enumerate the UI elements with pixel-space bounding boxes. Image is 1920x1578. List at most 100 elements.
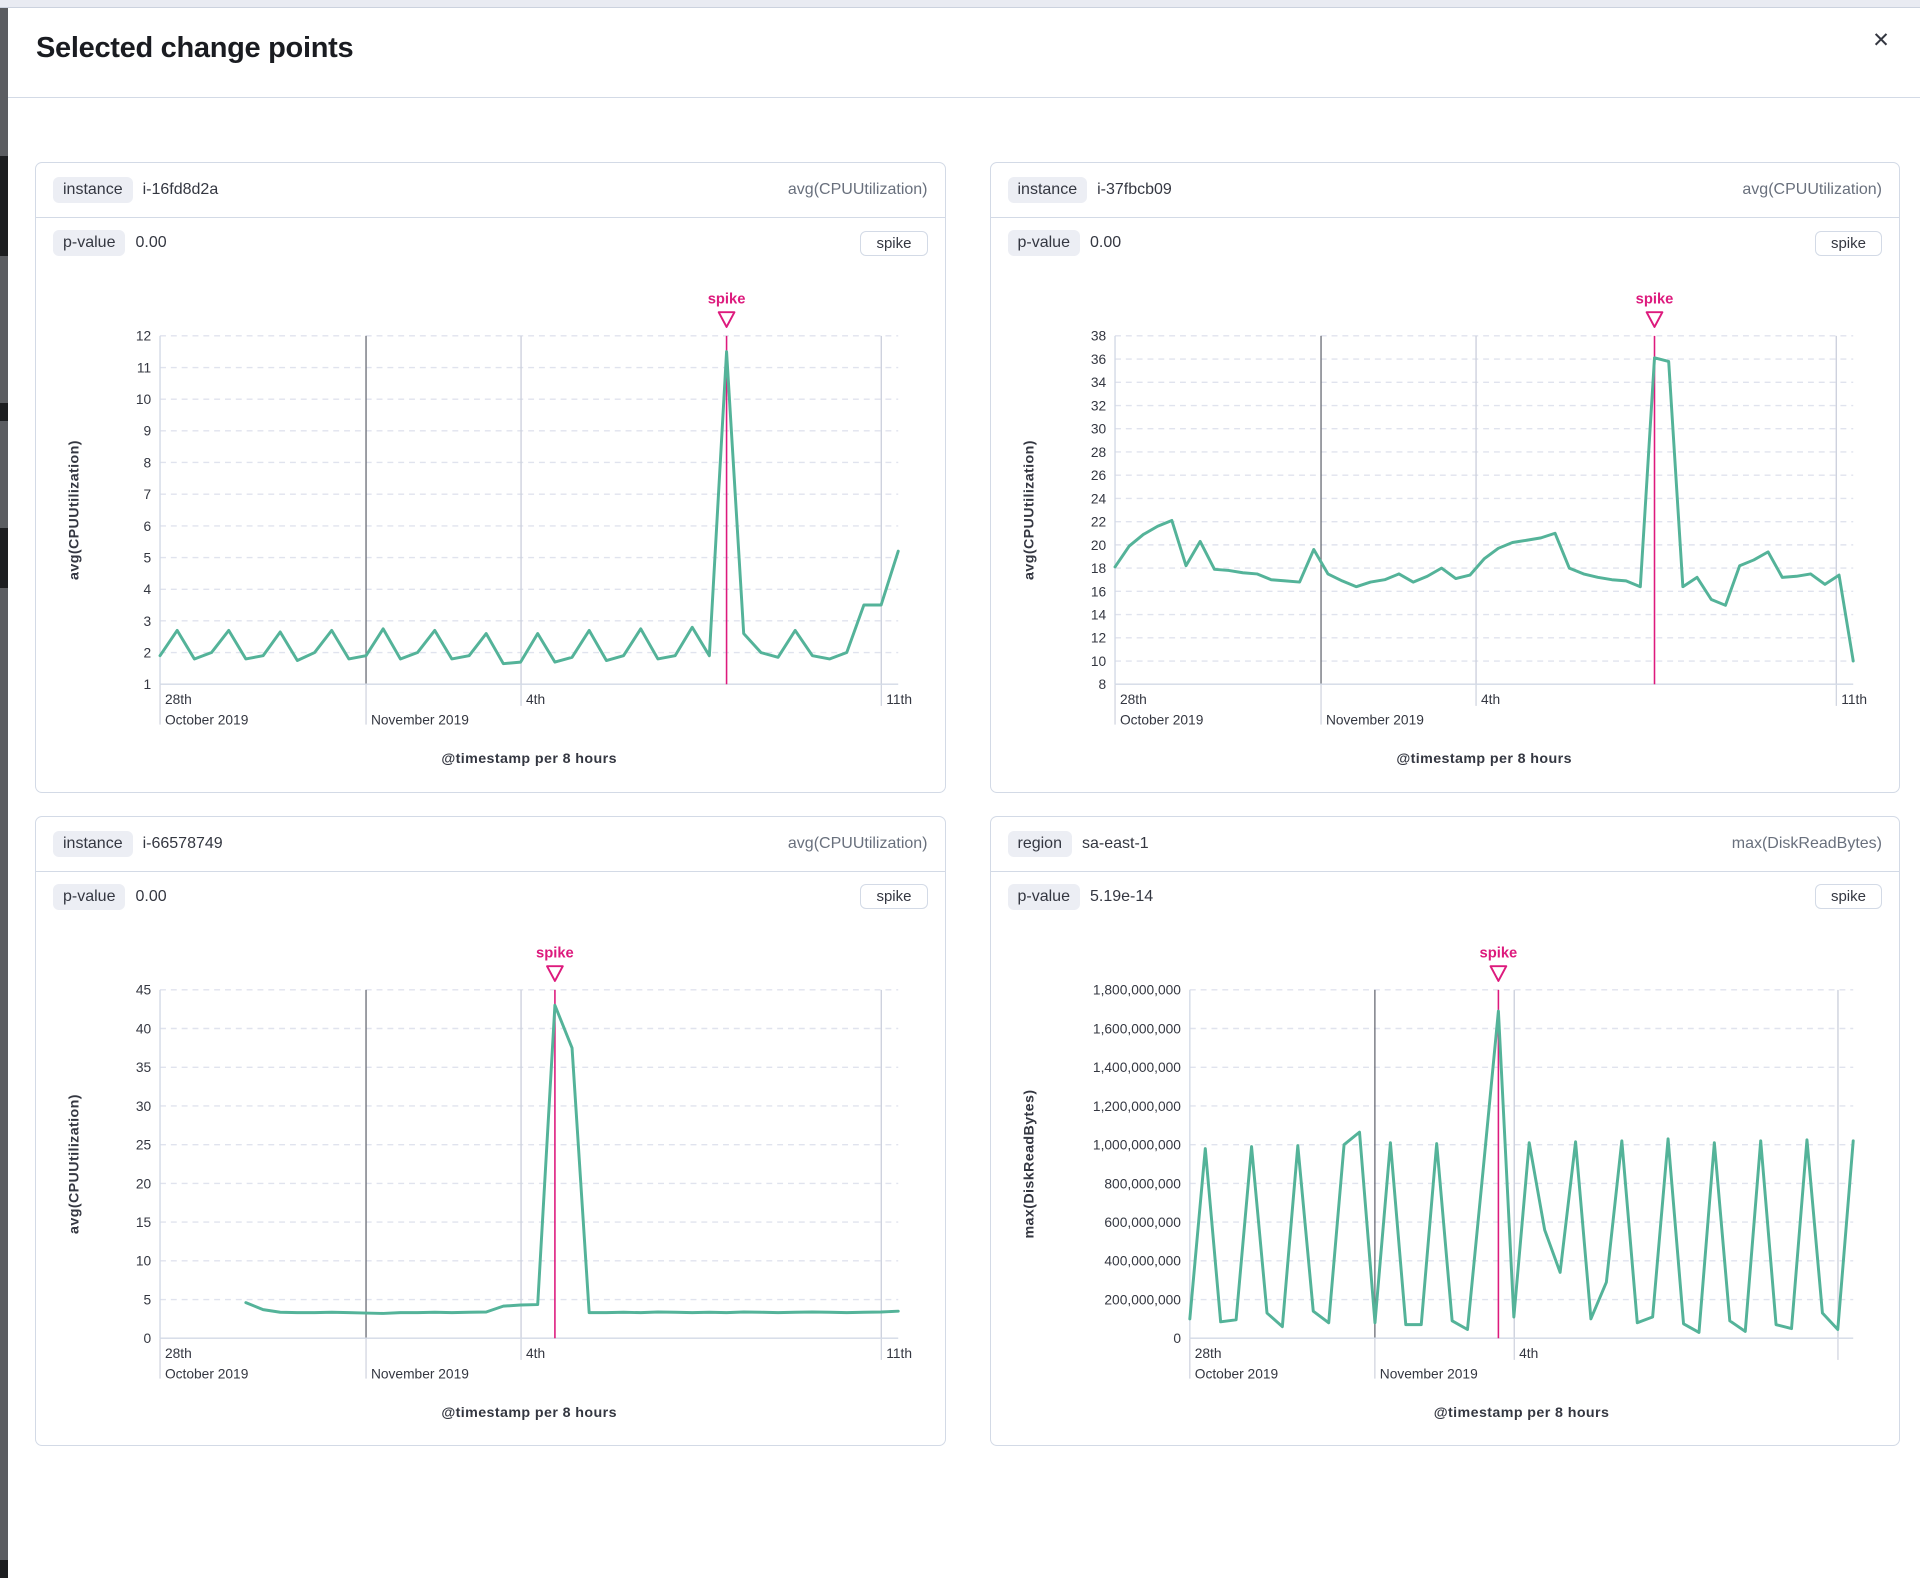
p-value-badge: p-value [53, 883, 126, 910]
svg-text:38: 38 [1090, 329, 1106, 344]
metric-label: avg(CPUUtilization) [787, 181, 928, 198]
svg-text:avg(CPUUtilization): avg(CPUUtilization) [66, 440, 82, 580]
svg-text:November 2019: November 2019 [371, 713, 469, 728]
change-point-card: instance i-37fbcb09 avg(CPUUtilization) … [989, 162, 1900, 793]
svg-text:9: 9 [144, 424, 152, 439]
close-icon[interactable]: ✕ [1864, 24, 1898, 58]
svg-text:30: 30 [136, 1099, 152, 1114]
card-header: instance i-37fbcb09 avg(CPUUtilization) [991, 163, 1900, 217]
change-point-grid: instance i-16fd8d2a avg(CPUUtilization) … [8, 98, 1920, 1447]
svg-text:34: 34 [1090, 375, 1106, 390]
svg-text:spike: spike [1635, 291, 1673, 307]
p-value-number: 5.19e-14 [1089, 887, 1154, 905]
svg-text:45: 45 [136, 982, 152, 997]
svg-text:max(DiskReadBytes): max(DiskReadBytes) [1021, 1089, 1037, 1238]
svg-text:30: 30 [1090, 422, 1106, 437]
svg-text:7: 7 [144, 487, 152, 502]
svg-text:12: 12 [136, 329, 151, 344]
svg-text:600,000,000: 600,000,000 [1104, 1215, 1181, 1230]
svg-text:10: 10 [136, 392, 152, 407]
card-header: region sa-east-1 max(DiskReadBytes) [991, 817, 1900, 871]
background-sidebar-block [0, 528, 8, 588]
svg-text:5: 5 [144, 550, 152, 565]
card-header: instance i-66578749 avg(CPUUtilization) [36, 817, 945, 871]
modal-header: Selected change points ✕ [8, 8, 1920, 98]
svg-text:@timestamp per 8 hours: @timestamp per 8 hours [1396, 751, 1572, 767]
svg-text:spike: spike [536, 945, 574, 961]
p-value-row: p-value 5.19e-14 spike [991, 872, 1900, 916]
line-chart: 1,800,000,000 1,600,000,000 1,400,000,000 1… [1021, 945, 1855, 1421]
svg-text:20: 20 [136, 1176, 152, 1191]
svg-text:12: 12 [1090, 631, 1105, 646]
svg-text:40: 40 [136, 1021, 152, 1036]
change-type-badge: spike [1814, 230, 1882, 256]
p-value-badge: p-value [53, 230, 126, 256]
split-field-value: i-66578749 [142, 834, 223, 852]
metric-label: avg(CPUUtilization) [1742, 181, 1882, 198]
divider [36, 870, 945, 872]
svg-text:6: 6 [144, 519, 152, 534]
svg-text:35: 35 [136, 1060, 152, 1075]
svg-text:2: 2 [144, 645, 152, 660]
chart-area: 12 11 10 9 8 7 6 5 4 3 2 1 28th October 2019 November … [36, 262, 945, 792]
svg-text:800,000,000: 800,000,000 [1104, 1176, 1181, 1191]
svg-text:1,800,000,000: 1,800,000,000 [1092, 982, 1180, 997]
split-field-value: i-37fbcb09 [1097, 181, 1172, 198]
change-point-card: instance i-16fd8d2a avg(CPUUtilization) … [35, 162, 946, 793]
change-type-badge: spike [860, 884, 928, 910]
line-chart: 45 40 35 30 25 20 15 10 5 0 28th October 2019 Novemb… [66, 945, 912, 1421]
background-sidebar-block [0, 1560, 8, 1578]
svg-text:avg(CPUUtilization): avg(CPUUtilization) [66, 1094, 82, 1234]
svg-text:20: 20 [1090, 538, 1106, 553]
svg-text:4: 4 [144, 582, 152, 597]
change-point-card: region sa-east-1 max(DiskReadBytes) p-va… [989, 815, 1900, 1447]
svg-text:0: 0 [144, 1331, 152, 1346]
svg-text:32: 32 [1090, 398, 1105, 413]
svg-text:11: 11 [137, 360, 151, 375]
p-value-number: 0.00 [1089, 234, 1122, 251]
split-field-badge: region [1007, 830, 1072, 857]
metric-label: max(DiskReadBytes) [1731, 834, 1882, 852]
svg-text:1,600,000,000: 1,600,000,000 [1092, 1021, 1180, 1036]
metric-label: avg(CPUUtilization) [787, 834, 928, 852]
divider [36, 217, 945, 218]
background-page-left-edge [0, 8, 8, 1578]
svg-text:14: 14 [1090, 607, 1106, 622]
svg-text:28th: 28th [165, 692, 192, 707]
change-type-badge: spike [1814, 884, 1882, 910]
svg-text:1,000,000,000: 1,000,000,000 [1092, 1137, 1180, 1152]
svg-text:avg(CPUUtilization): avg(CPUUtilization) [1021, 440, 1037, 580]
p-value-number: 0.00 [135, 234, 167, 251]
svg-text:36: 36 [1090, 352, 1106, 367]
p-value-row: p-value 0.00 spike [36, 218, 945, 262]
split-field-badge: instance [1007, 177, 1088, 203]
svg-text:4th: 4th [526, 1346, 545, 1361]
svg-text:15: 15 [136, 1215, 152, 1230]
split-field-badge: instance [53, 177, 133, 203]
line-chart: 38 36 34 32 30 28 26 24 22 20 18 16 14 12 10 8 28th Octob… [1021, 291, 1867, 767]
svg-text:0: 0 [1173, 1331, 1181, 1346]
svg-text:@timestamp per 8 hours: @timestamp per 8 hours [441, 1405, 617, 1421]
change-points-modal: Selected change points ✕ instance i-16fd… [8, 8, 1920, 1578]
svg-text:4th: 4th [526, 692, 545, 707]
svg-text:4th: 4th [1480, 692, 1499, 707]
svg-text:3: 3 [144, 614, 152, 629]
svg-text:spike: spike [1479, 945, 1517, 961]
svg-text:October 2019: October 2019 [165, 713, 248, 728]
svg-text:28th: 28th [165, 1346, 192, 1361]
split-field-value: i-16fd8d2a [142, 181, 219, 198]
split-field-badge: instance [53, 830, 133, 857]
p-value-row: p-value 0.00 spike [991, 218, 1900, 262]
svg-text:22: 22 [1090, 515, 1105, 530]
svg-text:24: 24 [1090, 491, 1106, 506]
background-sidebar-block [0, 156, 8, 256]
svg-text:16: 16 [1090, 584, 1106, 599]
svg-text:10: 10 [136, 1253, 152, 1268]
svg-text:5: 5 [144, 1292, 152, 1307]
modal-title: Selected change points [36, 32, 354, 64]
divider [990, 217, 1899, 218]
svg-text:28th: 28th [1119, 692, 1146, 707]
chart-area: 45 40 35 30 25 20 15 10 5 0 28th October 2019 Novemb… [36, 916, 945, 1446]
svg-text:October 2019: October 2019 [165, 1366, 248, 1381]
background-sidebar-block [0, 403, 8, 421]
